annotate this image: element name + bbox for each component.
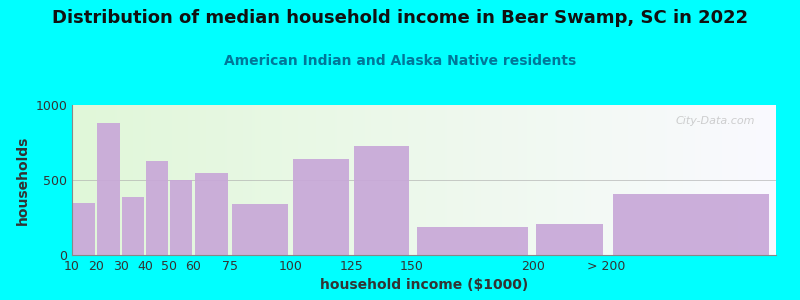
Bar [122, 196, 144, 255]
X-axis label: household income ($1000): household income ($1000) [320, 278, 528, 292]
Bar [293, 159, 349, 255]
Bar [613, 194, 770, 255]
Text: City-Data.com: City-Data.com [675, 116, 755, 125]
Bar [417, 226, 528, 255]
Text: American Indian and Alaska Native residents: American Indian and Alaska Native reside… [224, 54, 576, 68]
Bar [146, 160, 168, 255]
Bar [232, 204, 288, 255]
Y-axis label: households: households [16, 135, 30, 225]
Bar [354, 146, 410, 255]
Bar [170, 180, 193, 255]
Text: Distribution of median household income in Bear Swamp, SC in 2022: Distribution of median household income … [52, 9, 748, 27]
Bar [98, 123, 119, 255]
Bar [73, 202, 95, 255]
Bar [536, 224, 603, 255]
Bar [195, 172, 228, 255]
